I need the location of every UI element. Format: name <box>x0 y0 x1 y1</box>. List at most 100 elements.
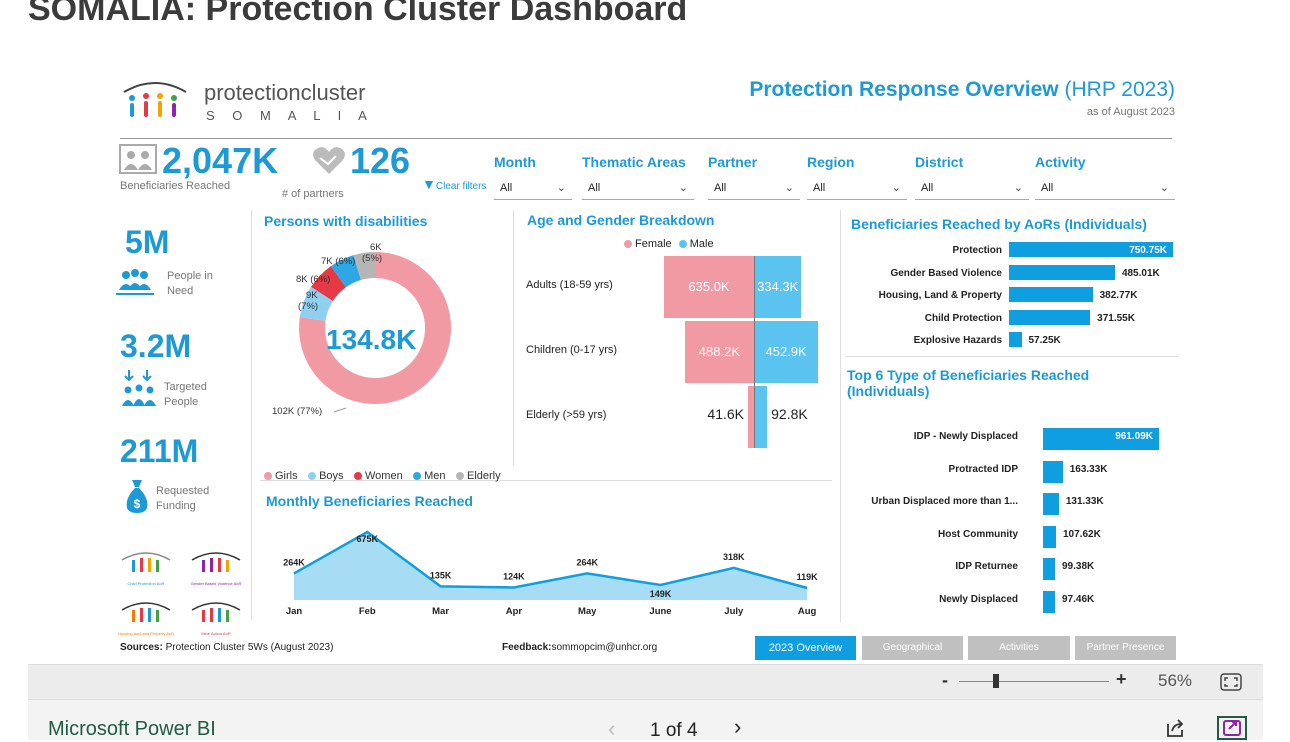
page-title: SOMALIA: Protection Cluster Dashboard <box>28 0 688 28</box>
male-bar[interactable] <box>754 256 802 318</box>
bar[interactable] <box>1043 558 1055 580</box>
bar[interactable] <box>1009 309 1091 325</box>
monthly-title: Monthly Beneficiaries Reached <box>266 493 473 509</box>
legend-elderly: Elderly <box>456 470 501 482</box>
filter-partner: Partner All ⌄ <box>708 154 800 200</box>
month-dropdown[interactable]: All ⌄ <box>494 178 572 200</box>
report-canvas: protectioncluster S O M A L I A Protecti… <box>28 62 1263 677</box>
powerbi-brand[interactable]: Microsoft Power BI <box>48 718 216 740</box>
activity-dropdown[interactable]: All ⌄ <box>1035 178 1175 200</box>
male-value: 92.8K <box>771 406 808 422</box>
chevron-down-icon: ⌄ <box>1013 182 1023 194</box>
zoom-slider-track[interactable] <box>959 681 1109 682</box>
bar-label: Urban Displaced more than 1... <box>871 496 1018 507</box>
donut-slice-elderly[interactable] <box>353 252 375 281</box>
district-dropdown[interactable]: All ⌄ <box>915 178 1029 200</box>
money-bag-icon: $ <box>126 480 148 513</box>
age-row-label: Elderly (>59 yrs) <box>526 409 607 421</box>
bar[interactable] <box>1043 590 1055 613</box>
data-label-june: 149K <box>650 589 672 599</box>
data-label-aug: 119K <box>797 572 819 582</box>
female-bar[interactable] <box>664 256 754 318</box>
handshake-icon <box>313 147 345 174</box>
open-in-powerbi-icon[interactable] <box>1217 716 1247 740</box>
zoom-out-button[interactable]: - <box>942 670 948 690</box>
bar[interactable] <box>1043 493 1059 515</box>
funding-label: Requested Funding <box>156 485 210 512</box>
bar[interactable] <box>1043 525 1056 548</box>
zoom-in-button[interactable]: + <box>1116 669 1127 689</box>
logo-country: S O M A L I A <box>206 108 374 123</box>
donut-label-elderly-pct: (5%) <box>362 253 382 264</box>
powerbi-footer: Microsoft Power BI ‹ 1 of 4 › <box>28 699 1263 741</box>
child-protection-aor-logo: Child Protection AoR <box>116 548 176 588</box>
top6-title: Top 6 Type of Beneficiaries Reached (Indi… <box>847 367 1090 399</box>
aors-title: Beneficiaries Reached by AoRs (Individua… <box>851 216 1147 232</box>
age-row-label: Children (0-17 yrs) <box>526 344 618 356</box>
filter-thematic: Thematic Areas All ⌄ <box>582 154 694 200</box>
top6-bar-chart: IDP - Newly Displaced 961.09K Protracted I… <box>846 420 1176 620</box>
aors-bar-chart: Protection 750.75K Gender Based Violence 48… <box>846 238 1176 350</box>
female-bar[interactable] <box>748 386 754 448</box>
bar-value: 97.46K <box>1062 593 1095 605</box>
feedback-text: Feedback:sommopcim@unhcr.org <box>502 642 658 653</box>
tab-activities[interactable]: Activities <box>968 636 1070 660</box>
x-tick-mar: Mar <box>432 606 449 617</box>
share-icon[interactable] <box>1164 718 1186 738</box>
donut-slice-girls[interactable] <box>299 252 451 404</box>
next-page-icon[interactable]: › <box>734 714 742 739</box>
tab-geographical-distribution[interactable]: Geographical Distribution <box>862 636 963 677</box>
zoom-slider-handle[interactable] <box>993 674 999 688</box>
left-divider <box>251 210 252 620</box>
donut-label-boys-pct: (7%) <box>298 301 318 312</box>
data-label-apr: 124K <box>503 572 525 582</box>
bar[interactable] <box>1009 242 1173 257</box>
bar-label: Child Protection <box>924 312 1002 324</box>
filter-bar: Month All ⌄ Thematic Areas All ⌄ Partner A… <box>494 154 1175 202</box>
donut-label-women: 8K (6%) <box>296 274 330 285</box>
bar-value: 57.25K <box>1028 335 1061 346</box>
bar[interactable] <box>1009 332 1022 347</box>
hlp-aor-logo: Housing land and Property AoR <box>116 598 176 638</box>
legend-girls: Girls <box>264 470 298 482</box>
fit-to-page-icon[interactable] <box>1220 673 1242 691</box>
bar[interactable] <box>1043 428 1159 450</box>
female-bar[interactable] <box>684 321 754 383</box>
people-in-need-label: People in Need <box>167 270 213 297</box>
people-in-need-value: 5M <box>125 224 170 260</box>
female-value: 488.2K <box>698 344 740 359</box>
right-divider <box>840 210 841 622</box>
sources-text: Sources: Protection Cluster 5Ws (August … <box>120 642 334 653</box>
tab-2023-overview[interactable]: 2023 Overview <box>755 636 856 660</box>
aor-divider <box>846 356 1178 357</box>
age-gender-chart: Adults (18-59 yrs) 635.0K 334.3K Children (… <box>518 250 838 460</box>
tab-partner-presence[interactable]: Partner Presence <box>1075 636 1176 660</box>
bar[interactable] <box>1043 460 1063 483</box>
female-value: 41.6K <box>707 406 744 422</box>
filter-district: District All ⌄ <box>915 154 1029 200</box>
disabilities-total: 134.8K <box>326 324 417 355</box>
page-indicator: 1 of 4 <box>650 720 698 741</box>
donut-slice-boys[interactable] <box>299 286 333 321</box>
male-bar[interactable] <box>754 321 819 383</box>
clear-filters-button[interactable]: ▼Clear filters <box>422 176 487 192</box>
donut-label-boys: 9K <box>306 290 318 301</box>
overview-title: Protection Response Overview (HRP 2023) <box>749 78 1175 101</box>
thematic-dropdown[interactable]: All ⌄ <box>582 178 694 200</box>
prev-page-icon[interactable]: ‹ <box>608 716 616 741</box>
partner-dropdown[interactable]: All ⌄ <box>708 178 800 200</box>
male-bar[interactable] <box>754 386 768 448</box>
x-tick-apr: Apr <box>506 606 523 617</box>
targeted-people-icon <box>122 370 156 406</box>
data-label-feb: 675K <box>357 534 379 544</box>
donut-slice-men[interactable] <box>330 255 361 288</box>
center-axis <box>754 256 755 448</box>
bar[interactable] <box>1009 264 1115 280</box>
zoom-toolbar: - + 56% <box>28 664 1263 699</box>
donut-slice-women[interactable] <box>311 266 346 301</box>
partners-value: 126 <box>350 140 411 181</box>
age-gender-legend: Female Male <box>624 238 714 250</box>
region-dropdown[interactable]: All ⌄ <box>807 178 907 200</box>
header-divider <box>120 138 1172 139</box>
bar[interactable] <box>1009 287 1093 302</box>
